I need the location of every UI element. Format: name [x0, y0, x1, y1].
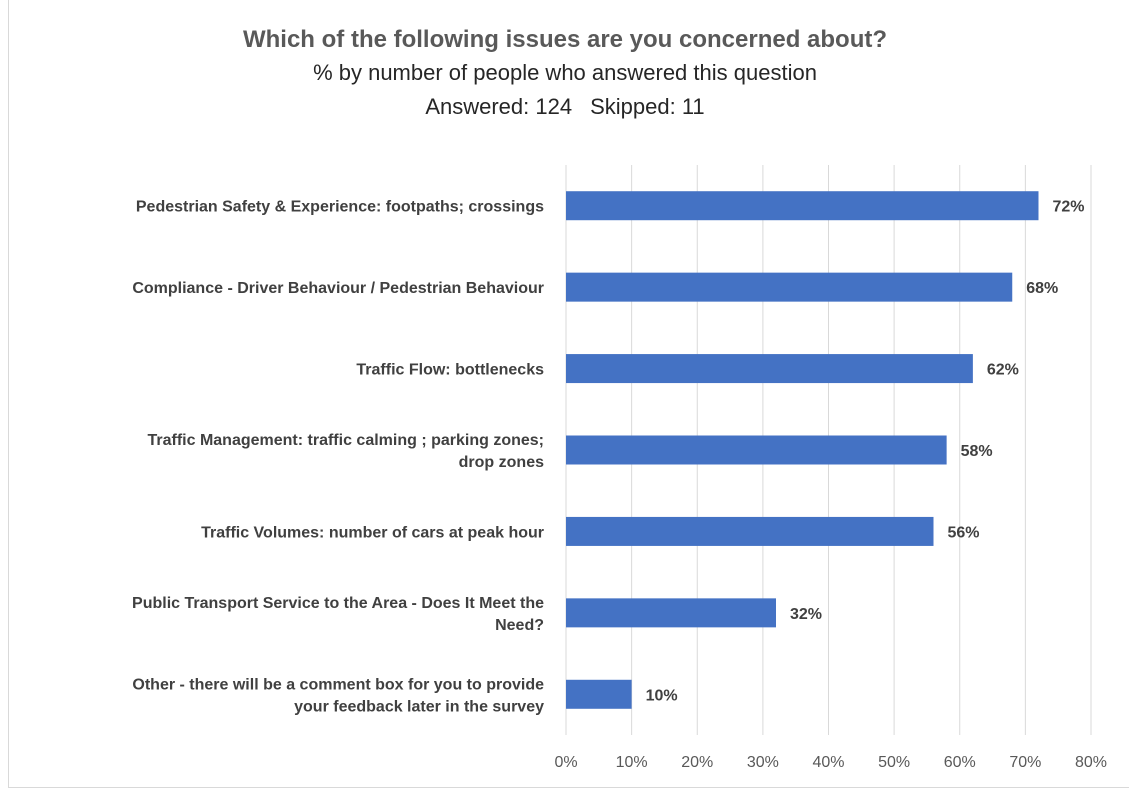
x-tick-label: 50%	[878, 754, 910, 771]
bar	[566, 516, 934, 546]
x-tick-label: 10%	[616, 754, 648, 771]
chart-subtitle: % by number of people who answered this …	[313, 60, 817, 85]
skipped-count: Skipped: 11	[590, 94, 705, 119]
x-tick-label: 60%	[944, 754, 976, 771]
bar	[566, 354, 973, 384]
chart-frame	[8, 0, 1129, 788]
x-tick-label: 80%	[1075, 754, 1107, 771]
chart-title-block: Which of the following issues are you co…	[0, 24, 1130, 124]
bar	[566, 191, 1039, 221]
value-label: 62%	[987, 362, 1019, 379]
bar	[566, 272, 1013, 302]
category-label: Public Transport Service to the Area - D…	[132, 595, 544, 634]
value-label: 10%	[646, 687, 678, 704]
x-tick-label: 40%	[812, 754, 844, 771]
value-label: 58%	[961, 443, 993, 460]
value-label: 32%	[790, 606, 822, 623]
bar	[566, 435, 947, 465]
chart-title: Which of the following issues are you co…	[242, 26, 888, 53]
category-label: Pedestrian Safety & Experience: footpath…	[136, 199, 544, 216]
x-tick-label: 20%	[681, 754, 713, 771]
value-label: 68%	[1026, 280, 1058, 297]
bar	[566, 679, 632, 709]
chart-stats: Answered: 124 Skipped: 11	[0, 90, 1130, 124]
x-tick-label: 70%	[1009, 754, 1041, 771]
x-tick-label: 0%	[554, 754, 577, 771]
x-tick-label: 30%	[747, 754, 779, 771]
category-label: Traffic Volumes: number of cars at peak …	[201, 524, 544, 541]
category-label: Compliance - Driver Behaviour / Pedestri…	[132, 280, 544, 297]
bar	[566, 598, 776, 628]
category-label: Traffic Flow: bottlenecks	[356, 362, 544, 379]
answered-count: Answered: 124	[425, 94, 573, 119]
category-label: Traffic Management: traffic calming ; pa…	[147, 432, 544, 471]
value-label: 56%	[948, 524, 980, 541]
value-label: 72%	[1053, 199, 1085, 216]
category-label: Other - there will be a comment box for …	[132, 676, 544, 715]
